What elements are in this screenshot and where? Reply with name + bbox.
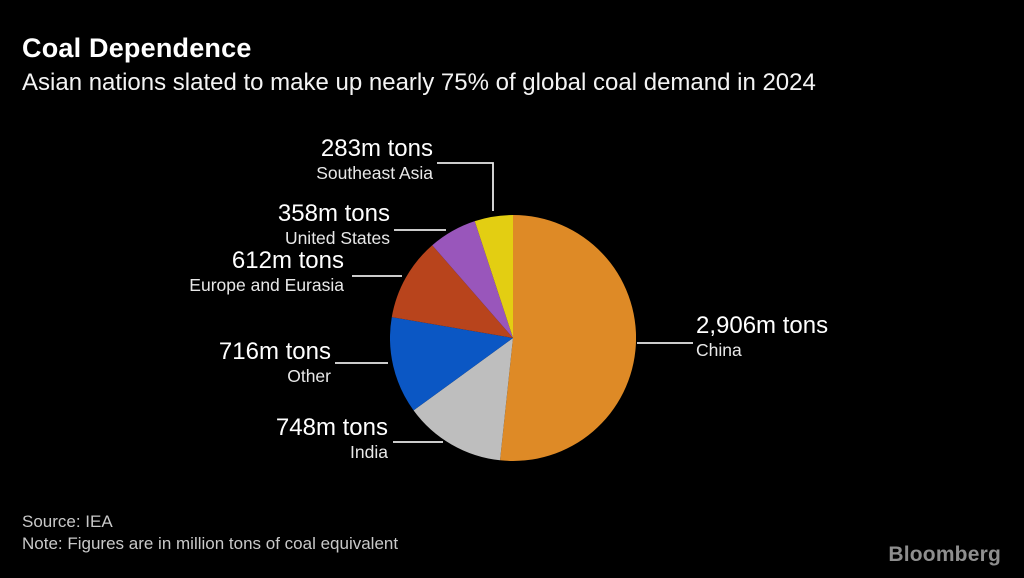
label-united-states: 358m tons United States: [278, 199, 390, 249]
label-china-value: 2,906m tons: [696, 312, 829, 339]
pie-slice-southeast-asia: [474, 215, 513, 338]
label-india: 748m tons India: [276, 413, 388, 463]
label-india-name: India: [350, 442, 388, 462]
label-southeast-asia: 283m tons Southeast Asia: [316, 134, 433, 184]
chart-subtitle: Asian nations slated to make up nearly 7…: [22, 69, 816, 96]
label-china: 2,906m tons China: [696, 311, 828, 361]
chart-footer: Source: IEA Note: Figures are in million…: [22, 511, 398, 555]
pie-slice-europe-and-eurasia: [391, 245, 513, 338]
label-southeast-asia-value: 283m tons: [320, 135, 433, 162]
note-text: Note: Figures are in million tons of coa…: [22, 534, 399, 553]
pie-chart: [390, 215, 636, 461]
label-europe-and-eurasia-value: 612m tons: [231, 247, 344, 274]
chart-header: Coal Dependence Asian nations slated to …: [22, 33, 816, 97]
source-text: Source: IEA: [22, 512, 113, 531]
pie-slice-united-states: [432, 221, 513, 338]
leader-line-southeast-asia: [437, 162, 494, 211]
chart-title: Coal Dependence: [22, 33, 252, 63]
label-other: 716m tons Other: [219, 337, 331, 387]
label-other-value: 716m tons: [218, 338, 331, 365]
label-other-name: Other: [287, 366, 331, 386]
label-india-value: 748m tons: [275, 414, 388, 441]
label-southeast-asia-name: Southeast Asia: [316, 163, 433, 183]
pie-slice-other: [390, 317, 513, 411]
label-europe-and-eurasia-name: Europe and Eurasia: [189, 275, 344, 295]
label-china-name: China: [696, 340, 742, 360]
label-united-states-name: United States: [284, 228, 390, 248]
label-united-states-value: 358m tons: [277, 200, 390, 227]
label-europe-and-eurasia: 612m tons Europe and Eurasia: [189, 246, 344, 296]
pie-slice-china: [500, 215, 636, 461]
pie-slice-india: [413, 338, 513, 461]
bloomberg-logo: Bloomberg: [888, 543, 1001, 566]
